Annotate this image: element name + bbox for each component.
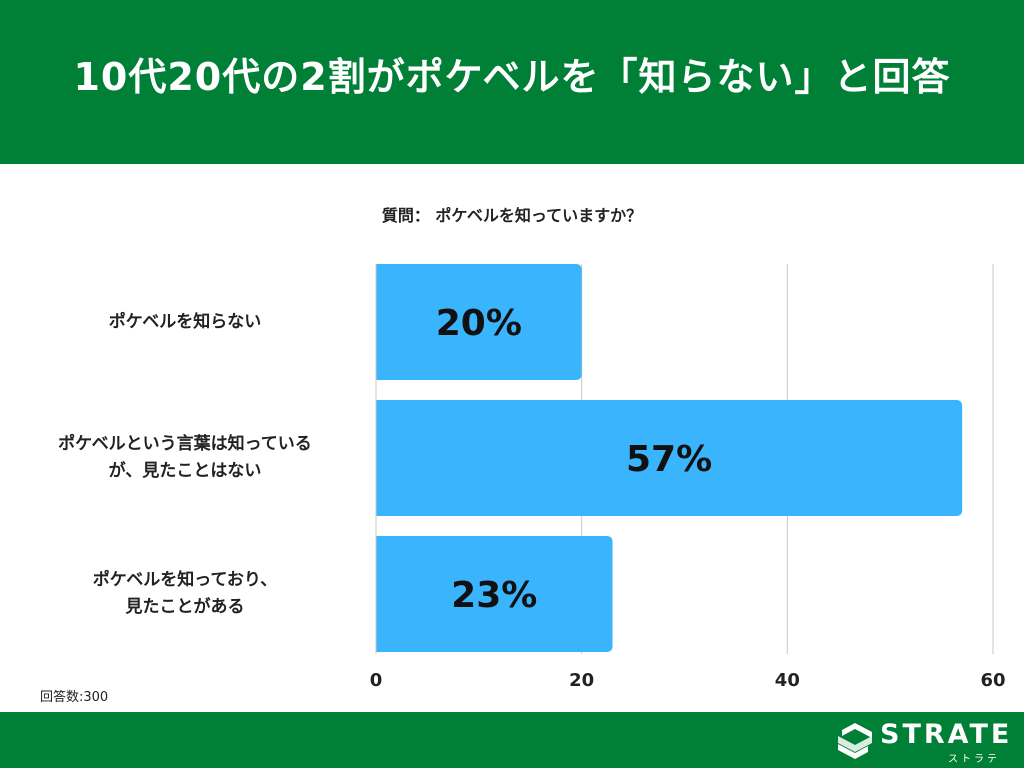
footer-banner: STRATE ストラテ: [0, 712, 1024, 768]
response-count: 回答数:300: [40, 690, 109, 705]
category-label-1: ポケベルを知らない: [10, 309, 360, 336]
logo-subtext: ストラテ: [948, 754, 1000, 765]
chart-question: 質問： ポケベルを知っていますか？: [381, 206, 643, 225]
page-title: 10代20代の2割がポケベルを「知らない」と回答: [73, 55, 951, 99]
strate-s-icon: [838, 723, 872, 759]
category-label-line: が、見たことはない: [108, 461, 262, 481]
bar-value-label-2: 57%: [626, 439, 712, 480]
x-tick-label-60: 60: [980, 670, 1005, 691]
bar-value-label-3: 23%: [451, 575, 537, 616]
category-label-line: ポケベルを知らない: [108, 311, 262, 332]
category-label-line: ポケベルという言葉は知っている: [58, 434, 312, 454]
bar-1: [376, 264, 582, 380]
x-tick-label-0: 0: [370, 670, 383, 691]
x-tick-label-40: 40: [775, 670, 800, 691]
header-banner: 10代20代の2割がポケベルを「知らない」と回答: [0, 0, 1024, 164]
logo-wordmark: STRATE: [880, 719, 1013, 750]
category-label-line: ポケベルを知っており、: [92, 570, 278, 590]
strate-logo: STRATE ストラテ: [836, 718, 1009, 765]
x-tick-label-20: 20: [569, 670, 594, 691]
bar-value-label-1: 20%: [436, 303, 522, 344]
bar-3: [376, 536, 613, 652]
bar-chart: 0 20 40 60 20% 57% 23%: [370, 264, 1006, 691]
category-label-2: ポケベルという言葉は知っている が、見たことはない: [10, 431, 360, 485]
category-label-3: ポケベルを知っており、 見たことがある: [10, 567, 360, 621]
bar-2: [376, 400, 963, 516]
category-label-line: 見たことがある: [125, 597, 245, 617]
